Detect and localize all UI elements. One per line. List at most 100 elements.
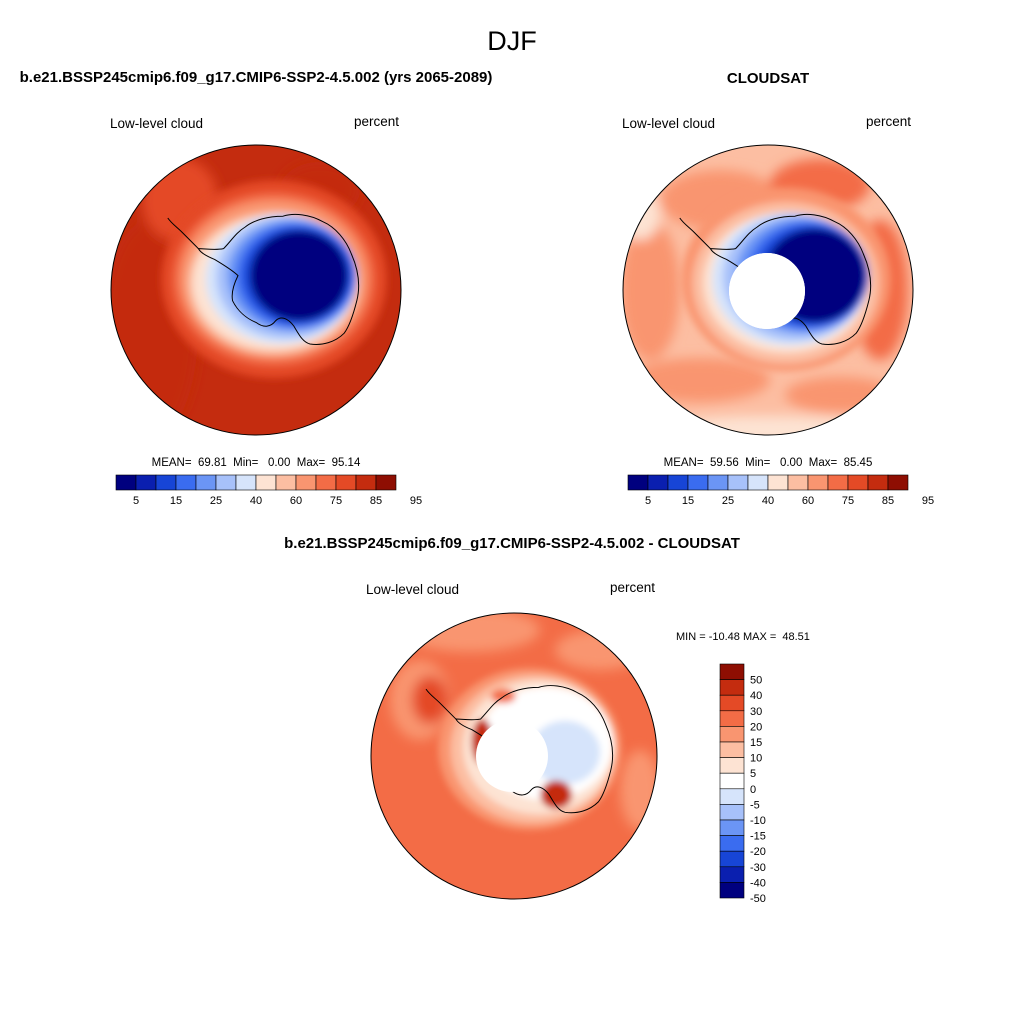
colorbar-swatch [719, 804, 745, 821]
colorbar-swatch [155, 474, 177, 491]
variable-label: Low-level cloud [622, 116, 715, 131]
polar-map [111, 145, 401, 435]
colorbar-swatch [647, 474, 669, 491]
colorbar-tick-label: -15 [750, 831, 766, 843]
colorbar-swatch [719, 710, 745, 727]
colorbar-swatch [215, 474, 237, 491]
colorbar-swatch [787, 474, 809, 491]
colorbar-tick-label: 75 [842, 495, 854, 507]
colorbar-tick-label: 5 [645, 495, 651, 507]
colorbar-tick-label: 40 [750, 690, 762, 702]
colorbar-swatch [727, 474, 749, 491]
units-label: percent [610, 580, 655, 595]
panel-title: b.e21.BSSP245cmip6.f09_g17.CMIP6-SSP2-4.… [20, 69, 493, 86]
colorbar-tick-label: 40 [250, 495, 262, 507]
colorbar-tick-label: 20 [750, 721, 762, 733]
colorbar-swatch [827, 474, 849, 491]
colorbar-tick-label: -20 [750, 846, 766, 858]
colorbar-tick-label: 0 [750, 784, 756, 796]
stats-text: MEAN= 69.81 Min= 0.00 Max= 95.14 [152, 457, 361, 469]
colorbar-tick-label: 15 [682, 495, 694, 507]
colorbar: 5 15 25 40 60 75 85 95 [115, 474, 422, 507]
colorbar-tick-label: -30 [750, 862, 766, 874]
variable-label: Low-level cloud [110, 116, 203, 131]
colorbar-tick-label: -10 [750, 815, 766, 827]
colorbar-tick-label: 25 [210, 495, 222, 507]
units-label: percent [866, 114, 911, 129]
colorbar-swatch [719, 882, 745, 899]
colorbar-swatch [719, 819, 745, 836]
colorbar-swatch [275, 474, 297, 491]
colorbar-swatch [175, 474, 197, 491]
stats-text: MIN = -10.48 MAX = 48.51 [676, 631, 810, 643]
colorbar-tick-label: 15 [170, 495, 182, 507]
colorbar-tick-label: 60 [802, 495, 814, 507]
colorbar-swatch [195, 474, 217, 491]
colorbar-swatch [255, 474, 277, 491]
colorbar-tick-label: 10 [750, 753, 762, 765]
colorbar-swatch [627, 474, 649, 491]
colorbar-tick-label: 95 [922, 495, 934, 507]
colorbar-swatch [719, 741, 745, 758]
colorbar: 5 15 25 40 60 75 85 95 [627, 474, 934, 507]
colorbar-swatch [747, 474, 769, 491]
colorbar-swatch [687, 474, 709, 491]
colorbar-swatch [295, 474, 317, 491]
colorbar-tick-label: 85 [370, 495, 382, 507]
colorbar-tick-label: 25 [722, 495, 734, 507]
panel-model: b.e21.BSSP245cmip6.f09_g17.CMIP6-SSP2-4.… [20, 69, 493, 507]
colorbar-swatch [375, 474, 397, 491]
colorbar-tick-label: 40 [762, 495, 774, 507]
colorbar-tick-label: 60 [290, 495, 302, 507]
colorbar-swatch [335, 474, 357, 491]
colorbar-swatch [807, 474, 829, 491]
page-title: DJF [487, 26, 537, 56]
colorbar-swatch [719, 694, 745, 712]
colorbar-tick-label: 5 [133, 495, 139, 507]
colorbar-swatch [867, 474, 889, 491]
colorbar-tick-label: 30 [750, 706, 762, 718]
colorbar-swatch [707, 474, 729, 491]
colorbar-swatch [135, 474, 157, 491]
panel-difference: b.e21.BSSP245cmip6.f09_g17.CMIP6-SSP2-4.… [284, 535, 810, 905]
colorbar-swatch [667, 474, 689, 491]
colorbar-swatch [719, 835, 745, 852]
colorbar-tick-label: -5 [750, 799, 760, 811]
colorbar-tick-label: -40 [750, 877, 766, 889]
colorbar-swatch [767, 474, 789, 491]
colorbar-swatch [719, 772, 745, 790]
colorbar-tick-label: 85 [882, 495, 894, 507]
colorbar-swatch [719, 757, 745, 774]
colorbar-swatch [235, 474, 257, 491]
colorbar-swatch [355, 474, 377, 491]
map-border [370, 612, 658, 900]
panel-title: b.e21.BSSP245cmip6.f09_g17.CMIP6-SSP2-4.… [284, 535, 740, 552]
colorbar-tick-label: 15 [750, 737, 762, 749]
colorbar-swatch [719, 679, 745, 696]
stats-text: MEAN= 59.56 Min= 0.00 Max= 85.45 [664, 457, 873, 469]
map-border [622, 144, 914, 436]
variable-label: Low-level cloud [366, 582, 459, 597]
colorbar-tick-label: 95 [410, 495, 422, 507]
colorbar-tick-label: 5 [750, 768, 756, 780]
colorbar-swatch [719, 788, 745, 805]
colorbar-swatch [719, 726, 745, 743]
colorbar-swatch [719, 866, 745, 883]
map-border [110, 144, 402, 436]
colorbar-swatch [115, 474, 137, 491]
polar-map [371, 613, 657, 899]
colorbar-tick-label: 75 [330, 495, 342, 507]
colorbar-swatch [887, 474, 909, 491]
colorbar-tick-label: 50 [750, 675, 762, 687]
colorbar-swatch [719, 850, 745, 868]
colorbar-tick-label: -50 [750, 893, 766, 905]
colorbar-swatch [315, 474, 337, 491]
units-label: percent [354, 114, 399, 129]
panel-cloudsat: CLOUDSAT Low-level cloud percent [622, 70, 934, 507]
colorbar-swatch [847, 474, 869, 491]
panel-title: CLOUDSAT [727, 70, 809, 87]
colorbar-swatch [719, 663, 745, 680]
polar-map [623, 145, 913, 435]
